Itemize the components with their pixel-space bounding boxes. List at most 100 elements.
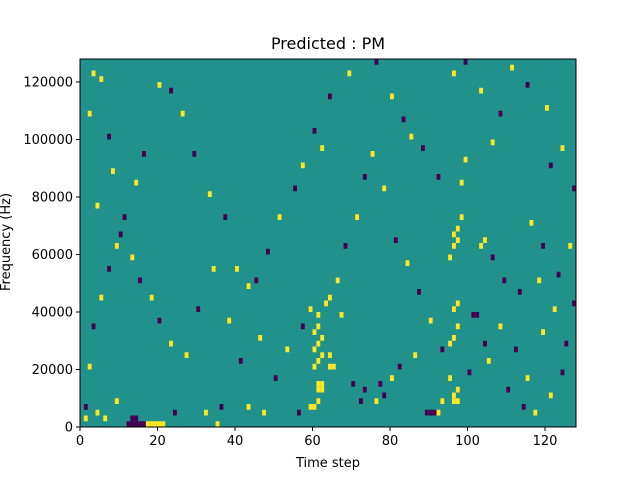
heatmap-cell: [483, 340, 487, 347]
y-tick-label: 120000: [23, 76, 73, 91]
heatmap-cell: [91, 323, 96, 330]
heatmap-cell: [467, 369, 472, 376]
heatmap-cell: [328, 363, 332, 370]
heatmap-cell: [560, 369, 565, 376]
heatmap-cell: [556, 271, 561, 278]
heatmap-cell: [459, 214, 464, 220]
heatmap-cell: [215, 421, 220, 427]
heatmap-cell: [452, 306, 456, 312]
heatmap-cell: [374, 398, 379, 404]
heatmap-cell: [548, 392, 553, 399]
heatmap-cell: [455, 386, 460, 393]
heatmap-cell: [157, 317, 162, 324]
heatmap-cell: [452, 243, 456, 249]
heatmap-cell: [320, 386, 325, 393]
heatmap-cell: [266, 248, 270, 255]
heatmap-cell: [142, 151, 146, 157]
heatmap-cell: [204, 409, 208, 416]
heatmap-cell: [471, 312, 476, 318]
heatmap-cell: [479, 243, 483, 249]
heatmap-cell: [91, 70, 96, 77]
chart-title: Predicted : PM: [271, 34, 385, 53]
heatmap-cell: [316, 312, 321, 318]
heatmap-cell: [401, 116, 406, 123]
heatmap-cell: [455, 300, 460, 307]
heatmap-cell: [572, 185, 576, 192]
heatmap-cell: [409, 133, 414, 140]
heatmap-cell: [277, 214, 282, 220]
heatmap-cell: [246, 404, 251, 410]
heatmap-cell: [297, 409, 301, 416]
heatmap-cell: [312, 363, 317, 370]
heatmap-cell: [308, 306, 313, 312]
x-tick-label: 0: [76, 434, 84, 449]
heatmap-cell: [436, 409, 441, 416]
heatmap-cell: [312, 329, 317, 335]
heatmap-cell: [541, 329, 545, 335]
heatmap-cell: [122, 214, 127, 220]
heatmap-cell: [343, 243, 348, 249]
heatmap-cell: [107, 266, 111, 272]
heatmap-cell: [118, 231, 123, 238]
heatmap-cell: [83, 415, 88, 422]
heatmap-cell: [142, 421, 146, 427]
heatmap-cell: [417, 289, 421, 295]
heatmap-cell: [390, 375, 394, 381]
heatmap-cell: [452, 231, 456, 238]
y-tick-label: 20000: [32, 363, 73, 378]
heatmap-cell: [552, 306, 557, 312]
heatmap-cell: [111, 168, 115, 174]
y-tick-label: 0: [65, 421, 73, 436]
heatmap-cell: [149, 421, 154, 427]
x-tick-label: 120: [533, 434, 558, 449]
heatmap-cell: [83, 404, 88, 410]
heatmap-cell: [510, 64, 514, 71]
heatmap-cell: [568, 243, 573, 249]
heatmap-cell: [95, 409, 100, 416]
heatmap-cell: [316, 381, 321, 387]
heatmap-cell: [382, 392, 387, 399]
heatmap-cell: [184, 352, 189, 358]
heatmap-cell: [107, 133, 111, 140]
heatmap-cell: [459, 179, 464, 186]
heatmap-cell: [161, 421, 166, 427]
heatmap-cell: [448, 340, 452, 347]
heatmap-cell: [545, 105, 549, 111]
y-tick-label: 40000: [32, 306, 73, 321]
heatmap-cell: [452, 398, 456, 404]
heatmap-cell: [99, 294, 104, 301]
heatmap-cell: [223, 214, 228, 220]
heatmap-cell: [320, 145, 325, 151]
heatmap-cell: [126, 421, 131, 427]
heatmap-cell: [362, 386, 367, 393]
x-tick-label: 100: [455, 434, 480, 449]
y-tick-label: 60000: [32, 248, 73, 263]
heatmap-cell: [339, 312, 344, 318]
heatmap-cell: [153, 421, 158, 427]
heatmap-cell: [316, 340, 321, 347]
heatmap-cell: [525, 375, 530, 381]
heatmap-cell: [455, 225, 460, 232]
heatmap-cell: [238, 358, 243, 364]
heatmap-cell: [572, 300, 576, 307]
heatmap-cell: [564, 340, 569, 347]
heatmap-cell: [262, 409, 266, 416]
heatmap-cell: [413, 352, 418, 358]
heatmap-cell: [355, 214, 359, 220]
heatmap-cell: [335, 277, 340, 284]
heatmap-cell: [114, 243, 119, 249]
heatmap-cell: [529, 220, 534, 226]
x-axis: 0 20 40 60 80 100 120: [76, 427, 558, 449]
heatmap-cell: [328, 294, 332, 301]
heatmap-cell: [169, 87, 173, 94]
heatmap-cell: [359, 398, 363, 404]
heatmap-cell: [541, 243, 545, 249]
heatmap-cell: [421, 145, 425, 151]
heatmap-cell: [351, 381, 356, 387]
heatmap-cell: [316, 386, 321, 393]
heatmap-cell: [537, 277, 542, 284]
heatmap-cell: [405, 260, 410, 266]
plot-area: [79, 58, 577, 428]
heatmap-cell: [362, 174, 367, 180]
